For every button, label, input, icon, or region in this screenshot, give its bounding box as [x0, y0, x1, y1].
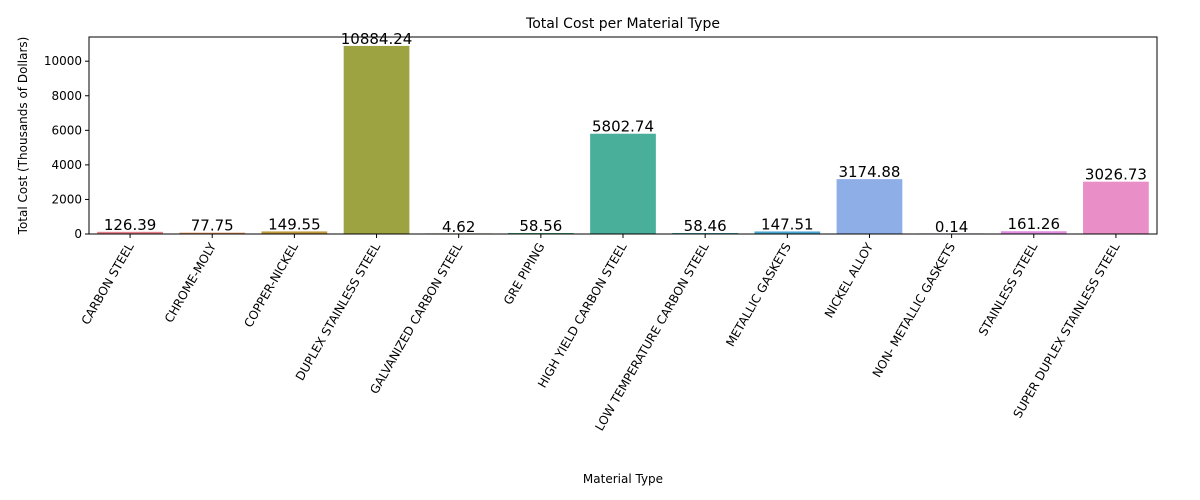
x-tick-label: HIGH YIELD CARBON STEEL — [535, 240, 630, 390]
bar-value-label: 0.14 — [935, 218, 968, 236]
bar — [1083, 181, 1149, 234]
bar-value-label: 10884.24 — [341, 30, 413, 48]
bar-value-label: 5802.74 — [592, 118, 654, 136]
x-tick-label: GRE PIPING — [501, 241, 548, 308]
y-tick-label: 8000 — [51, 89, 82, 103]
bar — [1000, 231, 1067, 234]
x-tick-label: CARBON STEEL — [79, 240, 137, 327]
bar-value-label: 4.62 — [442, 218, 475, 236]
bar — [179, 232, 246, 234]
bar — [261, 231, 328, 234]
x-tick-label: NICKEL ALLOY — [822, 240, 877, 320]
y-tick-label: 2000 — [51, 192, 82, 206]
bar — [754, 231, 821, 234]
x-axis-ticks: CARBON STEEL CHROME-MOLY COPPER-NICKELDUPL… — [79, 234, 1123, 433]
x-tick-label: GALVANIZED CARBON STEEL — [367, 240, 465, 396]
chart-title: Total Cost per Material Type — [525, 16, 720, 32]
bar-value-label: 147.51 — [761, 215, 814, 233]
x-tick-label: COPPER-NICKEL — [241, 240, 301, 330]
x-tick-label: METALLIC GASKETS — [723, 241, 794, 349]
bar-labels-group: 126.39 77.75 149.55 10884.24 4.62 58.56 5802.7… — [104, 30, 1147, 236]
bar — [343, 45, 410, 235]
bar-value-label: 3026.73 — [1085, 166, 1147, 184]
bar — [590, 133, 656, 234]
x-tick-label: CHROME-MOLY — [162, 240, 219, 325]
bars-group — [97, 45, 1149, 235]
bar — [672, 232, 739, 234]
bar-value-label: 3174.88 — [838, 163, 900, 181]
y-tick-label: 0 — [74, 227, 82, 241]
bar-value-label: 126.39 — [104, 216, 157, 234]
bar-value-label: 58.56 — [519, 217, 562, 235]
y-axis-label: Total Cost (Thousands of Dollars) — [16, 37, 30, 236]
x-axis-label: Material Type — [583, 472, 663, 486]
bar-value-label: 58.46 — [684, 217, 727, 235]
bar — [507, 232, 574, 234]
y-tick-label: 4000 — [51, 158, 82, 172]
x-tick-label: DUPLEX STAINLESS STEEL — [293, 240, 383, 383]
bar — [836, 179, 903, 234]
bar-value-label: 77.75 — [191, 217, 234, 235]
y-tick-label: 6000 — [51, 123, 82, 137]
x-tick-label: STAINLESS STEEL — [976, 240, 1041, 338]
x-tick-label: NON- METALLIC GASKETS — [870, 241, 958, 380]
y-tick-label: 10000 — [44, 54, 82, 68]
bar — [97, 231, 163, 234]
bar-value-label: 161.26 — [1008, 215, 1061, 233]
bar-value-label: 149.55 — [268, 215, 321, 233]
plot-frame — [88, 36, 1158, 235]
y-axis-ticks: 0 2000 4000 6000 8000 10000 — [44, 54, 89, 241]
